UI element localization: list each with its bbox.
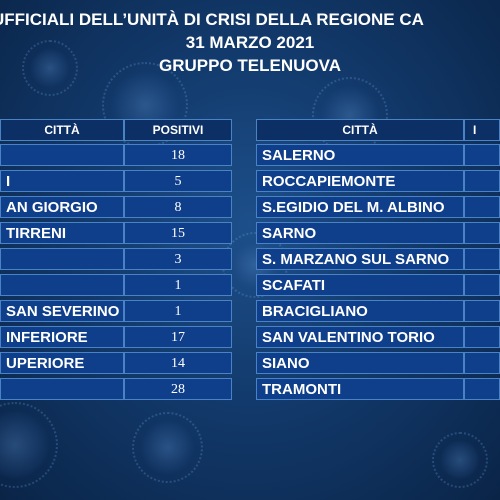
city-cell: I (0, 170, 124, 192)
positivi-cell (464, 248, 500, 270)
city-cell (0, 248, 124, 270)
city-cell: AN GIORGIO (0, 196, 124, 218)
col-city: CITTÀ (0, 119, 124, 141)
city-cell: SALERNO (256, 144, 464, 166)
positivi-cell: 28 (124, 378, 232, 400)
positivi-cell (464, 326, 500, 348)
city-cell: SIANO (256, 352, 464, 374)
header-group: GRUPPO TELENUOVA (159, 56, 341, 75)
city-cell: INFERIORE (0, 326, 124, 348)
city-cell: ROCCAPIEMONTE (256, 170, 464, 192)
city-cell: SARNO (256, 222, 464, 244)
header-date: 31 MARZO 2021 (185, 33, 315, 52)
positivi-cell: 8 (124, 196, 232, 218)
header-title: UFFICIALI DELL’UNITÀ DI CRISI DELLA REGI… (0, 10, 424, 29)
positivi-cell (464, 378, 500, 400)
city-cell: TIRRENI (0, 222, 124, 244)
col-positivi: I (464, 119, 500, 141)
col-city: CITTÀ (256, 119, 464, 141)
city-cell: SAN VALENTINO TORIO (256, 326, 464, 348)
positivi-cell: 15 (124, 222, 232, 244)
city-cell (0, 378, 124, 400)
positivi-cell: 14 (124, 352, 232, 374)
city-cell (0, 144, 124, 166)
virus-decoration (0, 402, 58, 488)
city-cell: BRACIGLIANO (256, 300, 464, 322)
city-cell: TRAMONTI (256, 378, 464, 400)
positivi-cell (464, 196, 500, 218)
positivi-cell (464, 144, 500, 166)
positivi-cell (464, 170, 500, 192)
city-cell (0, 274, 124, 296)
positivi-cell: 5 (124, 170, 232, 192)
positivi-cell: 18 (124, 144, 232, 166)
city-cell: SAN SEVERINO (0, 300, 124, 322)
city-cell: S.EGIDIO DEL M. ALBINO (256, 196, 464, 218)
positivi-cell (464, 300, 500, 322)
virus-decoration (432, 432, 488, 488)
positivi-cell: 17 (124, 326, 232, 348)
positivi-cell (464, 222, 500, 244)
positivi-cell: 1 (124, 274, 232, 296)
positivi-cell (464, 352, 500, 374)
positivi-cell: 3 (124, 248, 232, 270)
city-cell: SCAFATI (256, 274, 464, 296)
virus-decoration (22, 40, 78, 96)
positivi-cell (464, 274, 500, 296)
city-cell: S. MARZANO SUL SARNO (256, 248, 464, 270)
col-positivi: POSITIVI (124, 119, 232, 141)
virus-decoration (132, 412, 203, 483)
positivi-cell: 1 (124, 300, 232, 322)
city-cell: UPERIORE (0, 352, 124, 374)
